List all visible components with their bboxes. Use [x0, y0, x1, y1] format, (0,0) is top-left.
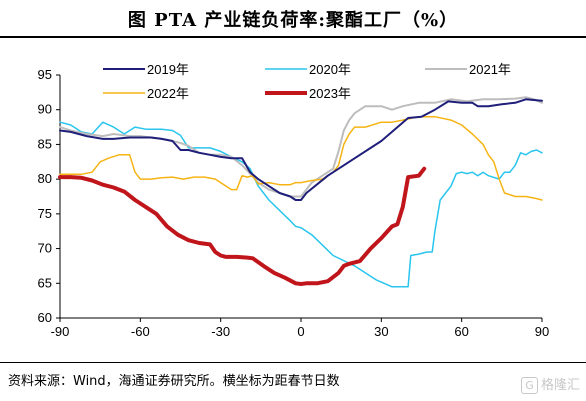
x-tick-label: -30	[211, 324, 230, 339]
legend-label: 2020年	[309, 62, 351, 77]
legend-label: 2021年	[469, 62, 511, 77]
chart-legend: 2019年 2020年 2021年 2022年 2023年	[103, 62, 511, 101]
title-bar: 图 PTA 产业链负荷率:聚酯工厂（%）	[0, 0, 586, 38]
legend-label: 2019年	[147, 62, 189, 77]
y-tick-label: 70	[38, 241, 52, 256]
y-tick-label: 85	[38, 136, 52, 151]
series-line-2021年	[59, 96, 543, 198]
x-tick-label: 0	[297, 324, 304, 339]
chart-axes: 60 65 70 75 80 85 90 95 -90 -60 -30 0 30 60 90	[38, 67, 550, 339]
series-line-2020年	[59, 121, 543, 288]
watermark: G 格隆汇	[520, 374, 580, 394]
y-tick-label: 90	[38, 102, 52, 117]
series-line-2019年	[59, 98, 543, 201]
x-tick-label: 30	[374, 324, 388, 339]
chart-series	[58, 96, 543, 288]
y-tick-label: 80	[38, 171, 52, 186]
x-tick-label: -90	[51, 324, 70, 339]
source-rule	[0, 362, 586, 363]
y-tick-label: 60	[38, 310, 52, 325]
watermark-logo-icon: G	[520, 377, 538, 394]
x-tick-label: 60	[454, 324, 468, 339]
legend-label: 2023年	[309, 86, 351, 101]
x-tick-label: -60	[131, 324, 150, 339]
legend-label: 2022年	[147, 86, 189, 101]
y-tick-label: 95	[38, 67, 52, 82]
y-tick-label: 75	[38, 206, 52, 221]
title-rule	[0, 36, 586, 38]
watermark-text: 格隆汇	[540, 378, 580, 393]
chart-title: 图 PTA 产业链负荷率:聚酯工厂（%）	[127, 10, 459, 31]
series-line-2023年	[58, 166, 427, 286]
y-tick-label: 65	[38, 275, 52, 290]
source-note: 资料来源：Wind，海通证券研究所。横坐标为距春节日数	[8, 374, 340, 389]
x-tick-label: 90	[535, 324, 549, 339]
series-line-2022年	[59, 115, 543, 201]
